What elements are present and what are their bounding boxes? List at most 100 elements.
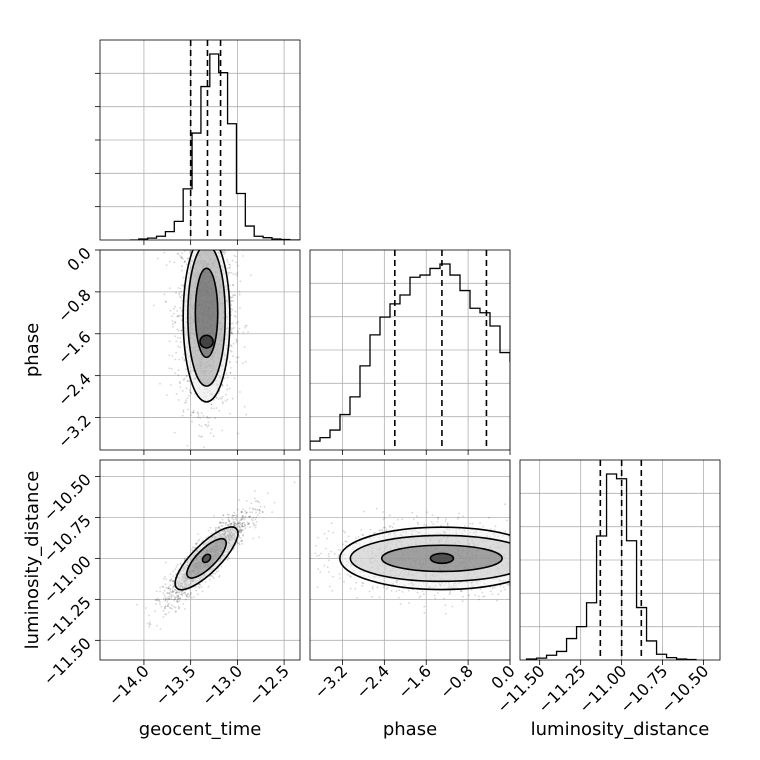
sample-point xyxy=(241,534,244,537)
sample-point xyxy=(172,585,175,587)
sample-point xyxy=(497,593,500,596)
sample-point xyxy=(217,247,219,249)
sample-point xyxy=(149,623,152,625)
sample-point xyxy=(172,580,175,582)
sample-point xyxy=(273,501,276,504)
sample-point xyxy=(240,518,243,521)
sample-point xyxy=(384,526,387,529)
sample-point xyxy=(183,377,186,380)
sample-point xyxy=(227,524,229,527)
sample-point xyxy=(222,235,224,237)
sample-point xyxy=(205,247,207,249)
sample-point xyxy=(176,310,179,312)
sample-point xyxy=(188,241,190,243)
sample-point xyxy=(469,522,472,525)
sample-point xyxy=(183,359,186,362)
sample-point xyxy=(228,263,231,266)
sample-point xyxy=(191,472,193,474)
sample-point xyxy=(224,400,227,402)
sample-point xyxy=(181,389,184,392)
sample-point xyxy=(227,518,230,521)
sample-point xyxy=(494,525,497,528)
sample-point xyxy=(468,594,470,597)
sample-point xyxy=(376,586,379,589)
sample-point xyxy=(214,572,217,575)
sample-point xyxy=(253,497,256,500)
sample-point xyxy=(177,595,180,598)
sample-point xyxy=(234,522,237,525)
sample-point xyxy=(201,240,203,242)
sample-point xyxy=(174,321,177,324)
sample-point xyxy=(230,344,232,347)
sample-point xyxy=(199,228,201,230)
sample-point xyxy=(180,309,183,312)
sample-point xyxy=(293,481,296,484)
sample-point xyxy=(561,581,563,583)
sample-point xyxy=(222,238,224,240)
sample-point xyxy=(252,508,255,511)
sample-point xyxy=(214,200,216,202)
sample-point xyxy=(493,586,496,589)
sample-point xyxy=(513,587,515,589)
sample-point xyxy=(474,594,477,596)
sample-point xyxy=(165,300,167,303)
sample-point xyxy=(241,515,244,517)
sample-point xyxy=(227,556,230,559)
sample-point xyxy=(221,401,224,403)
sample-point xyxy=(207,529,210,532)
sample-point xyxy=(247,523,250,526)
sample-point xyxy=(225,393,227,396)
sample-point xyxy=(190,596,193,599)
sample-point xyxy=(237,330,239,333)
sample-point xyxy=(518,541,520,543)
histogram-geocent_time xyxy=(129,53,300,240)
sample-point xyxy=(239,528,242,531)
sample-point xyxy=(198,241,200,243)
sample-point xyxy=(177,330,180,332)
sample-point xyxy=(511,553,513,555)
sample-point xyxy=(483,595,486,598)
sample-point xyxy=(230,304,233,306)
sample-point xyxy=(238,499,241,501)
sample-point xyxy=(181,294,184,297)
sample-point xyxy=(549,558,551,560)
sample-point xyxy=(239,537,242,539)
sample-point xyxy=(423,611,426,614)
sample-point xyxy=(164,598,167,600)
sample-point xyxy=(568,536,570,538)
sample-point xyxy=(167,598,170,601)
sample-point xyxy=(159,590,162,593)
sample-point xyxy=(226,267,228,270)
sample-point xyxy=(440,524,442,527)
sample-point xyxy=(231,332,234,335)
sample-point xyxy=(208,248,210,250)
sample-point xyxy=(172,325,174,328)
sample-point xyxy=(243,346,246,348)
sample-point xyxy=(185,368,187,371)
sample-point xyxy=(188,394,190,397)
sample-point xyxy=(327,559,330,562)
sample-point xyxy=(552,554,554,556)
sample-point xyxy=(207,424,210,427)
sample-point xyxy=(232,514,235,517)
sample-point xyxy=(187,380,189,382)
sample-point xyxy=(248,515,251,518)
sample-point xyxy=(233,294,236,296)
sample-point xyxy=(212,577,215,579)
sample-point xyxy=(234,273,237,276)
sample-point xyxy=(430,521,433,523)
sample-point xyxy=(169,589,172,591)
sample-point xyxy=(210,403,213,405)
sample-point xyxy=(212,241,214,243)
sample-point xyxy=(446,524,449,527)
sample-point xyxy=(443,597,445,600)
sample-point xyxy=(203,446,205,449)
sample-point xyxy=(210,407,213,410)
sample-point xyxy=(490,590,492,593)
sample-point xyxy=(397,518,399,521)
sample-point xyxy=(192,546,194,548)
sample-point xyxy=(547,545,549,547)
sample-point xyxy=(161,586,164,588)
sample-point xyxy=(163,251,166,254)
sample-point xyxy=(245,512,248,515)
